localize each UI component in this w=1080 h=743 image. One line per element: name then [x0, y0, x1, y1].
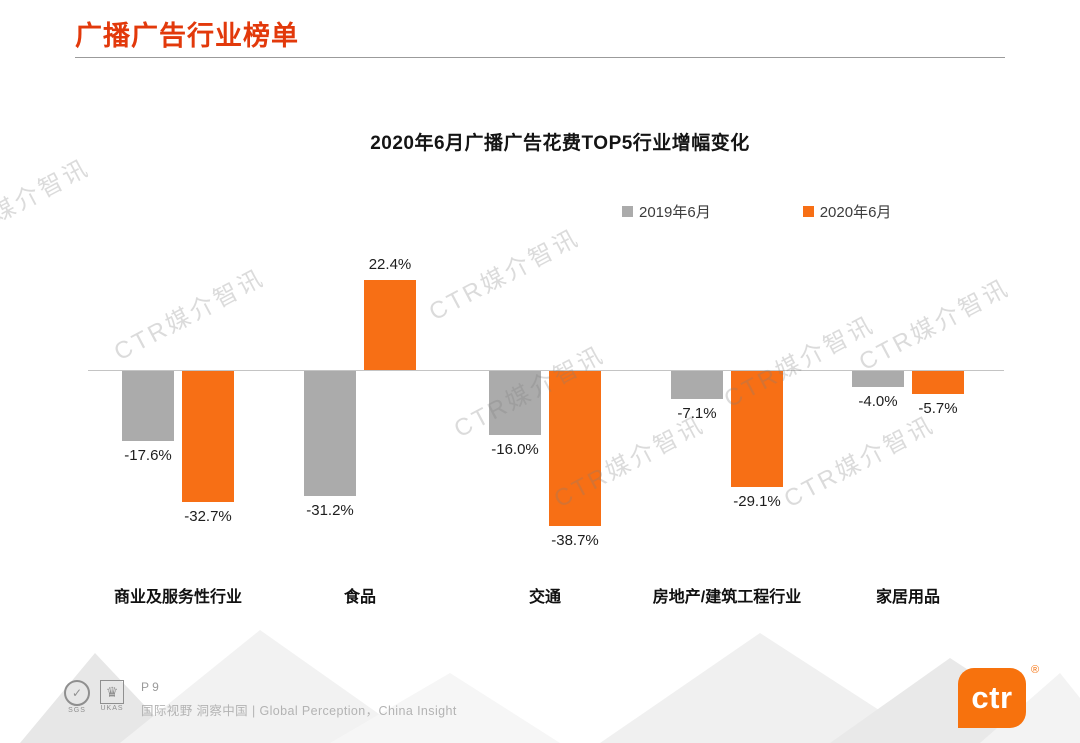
page-number: P 9 [141, 680, 159, 694]
legend-swatch-2020 [802, 206, 814, 217]
ctr-logo: ctr [958, 668, 1026, 728]
bar-value-label: -38.7% [551, 532, 599, 549]
sgs-check-icon: ✓ [64, 680, 90, 706]
legend-label-2020: 2020年6月 [819, 204, 892, 221]
category-label: 食品 [343, 589, 376, 606]
bar-2019年6月-商业及服务性行业 [122, 371, 174, 441]
title-divider [75, 57, 1005, 58]
footer-tagline: 国际视野 洞察中国 | Global Perception，China Insi… [141, 704, 457, 718]
bar-value-label: -29.1% [733, 493, 781, 510]
ukas-crown-icon: ♛ [100, 680, 124, 704]
page-title: 广播广告行业榜单 [75, 21, 299, 51]
bar-2020年6月-商业及服务性行业 [182, 371, 234, 502]
zero-axis-line [88, 370, 1004, 371]
category-label: 交通 [528, 589, 561, 606]
ctr-logo-text: ctr [971, 680, 1013, 715]
bar-value-label: -32.7% [184, 508, 232, 525]
category-label: 商业及服务性行业 [113, 589, 242, 606]
bar-value-label: -16.0% [491, 441, 539, 458]
bar-2019年6月-房地产/建筑工程行业 [671, 371, 723, 399]
sgs-certification-logo: ✓ SGS [64, 680, 90, 714]
bar-2019年6月-食品 [304, 371, 356, 496]
bar-value-label: -4.0% [858, 393, 898, 410]
chart-title: 2020年6月广播广告花费TOP5行业增幅变化 [370, 133, 750, 154]
bar-value-label: -31.2% [306, 502, 354, 519]
ukas-label: UKAS [100, 705, 124, 712]
bar-2020年6月-房地产/建筑工程行业 [731, 371, 783, 487]
bar-2020年6月-家居用品 [912, 371, 964, 394]
legend-item-2020: 2020年6月 [802, 201, 892, 222]
bar-value-label: 22.4% [368, 256, 412, 273]
bar-2020年6月-交通 [549, 371, 601, 526]
bar-value-label: -17.6% [124, 447, 172, 464]
chart-legend: 2019年6月 2020年6月 [622, 201, 891, 222]
legend-item-2019: 2019年6月 [622, 201, 711, 222]
bar-value-label: -5.7% [918, 400, 958, 417]
bar-value-label: -7.1% [677, 405, 717, 422]
bar-2019年6月-家居用品 [852, 371, 904, 387]
ukas-certification-logo: ♛ UKAS [100, 680, 124, 712]
legend-label-2019: 2019年6月 [639, 204, 711, 221]
category-label: 房地产/建筑工程行业 [652, 589, 802, 606]
legend-swatch-2019 [622, 206, 633, 217]
registered-trademark-icon: ® [1031, 664, 1040, 676]
bar-2019年6月-交通 [489, 371, 541, 435]
bar-2020年6月-食品 [364, 280, 416, 370]
category-label: 家居用品 [875, 589, 940, 606]
sgs-label: SGS [68, 707, 86, 714]
